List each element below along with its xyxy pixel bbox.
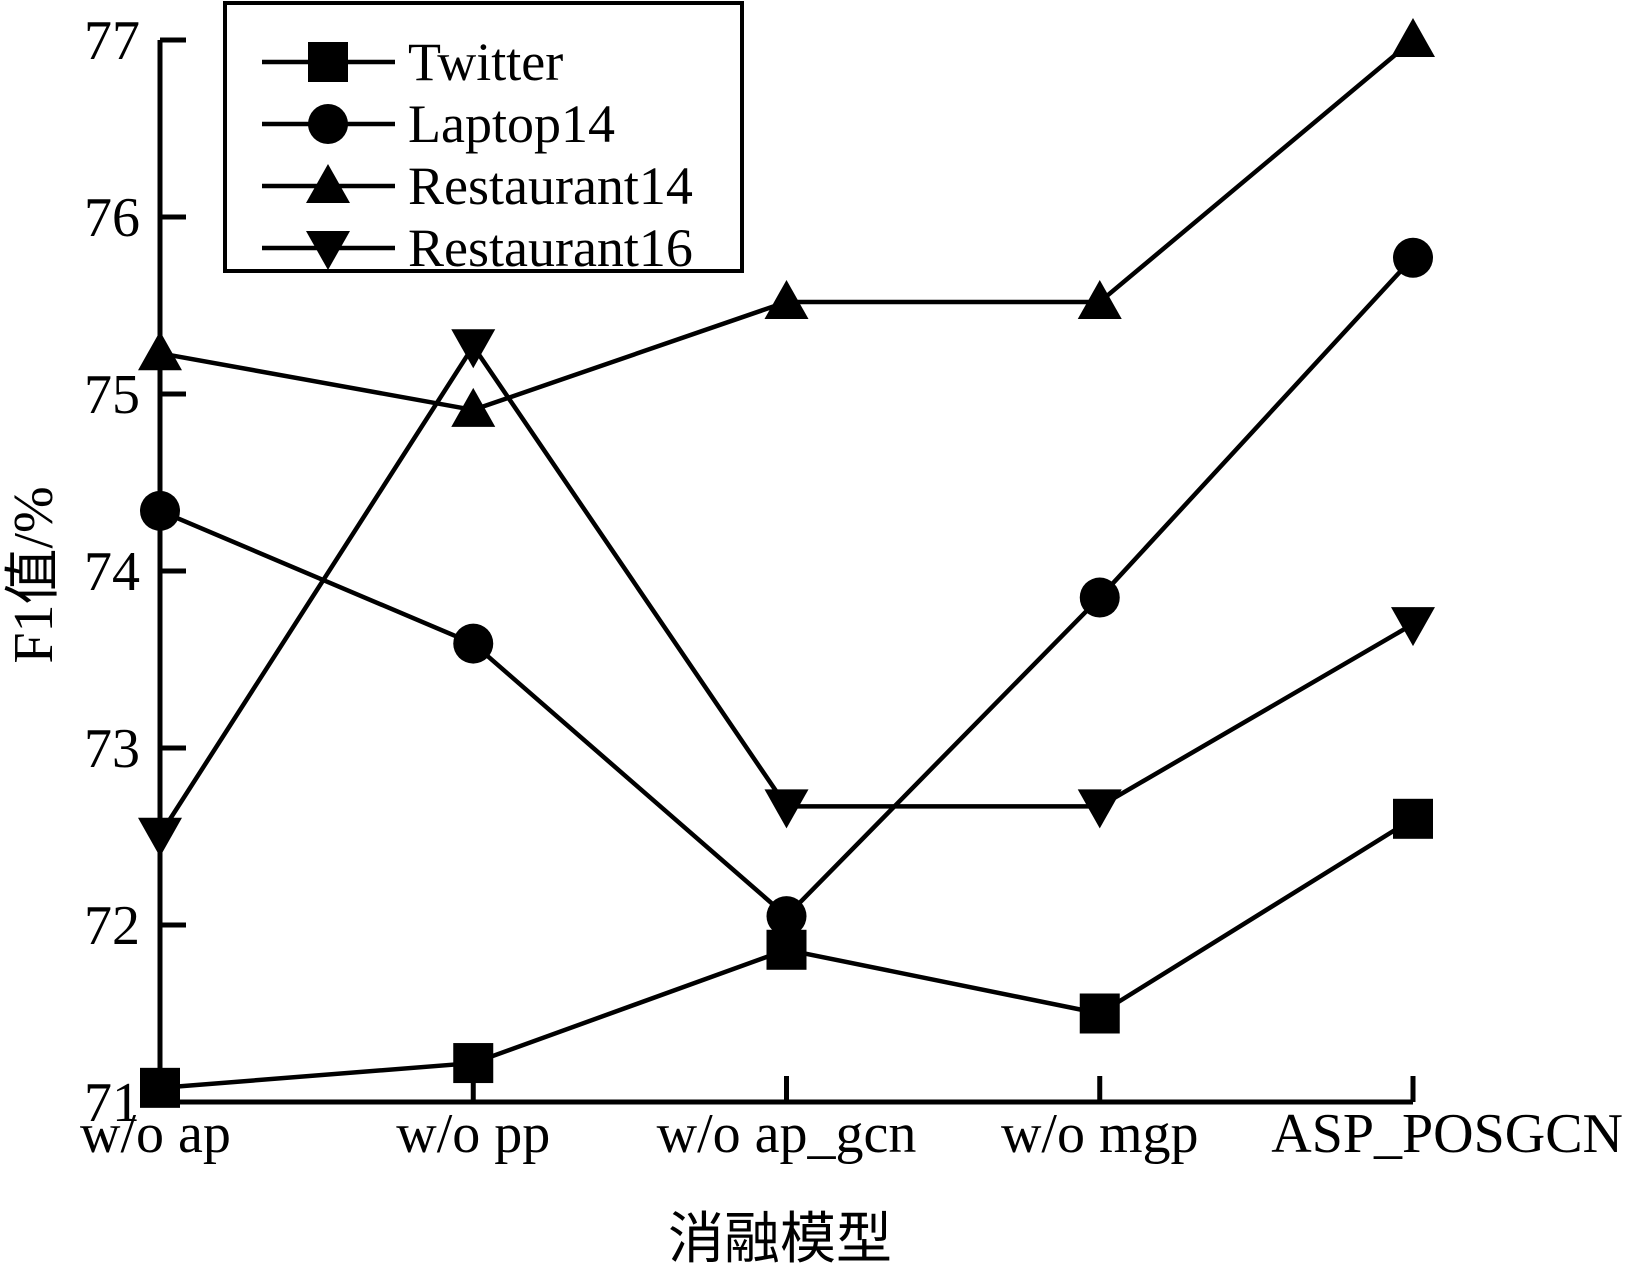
series-laptop14 [140,237,1433,937]
legend-label: Restaurant16 [408,218,693,278]
data-point [1391,18,1435,57]
series-restaurant16 [138,329,1435,857]
x-tick-label: w/o mgp [1001,1103,1199,1165]
data-point [140,1067,180,1108]
data-point [1079,993,1120,1034]
series-twitter [140,798,1433,1108]
data-point [1077,789,1122,829]
data-point [1393,798,1433,839]
data-point [766,929,807,970]
legend-item-laptop14: Laptop14 [262,94,615,154]
legend-label: Twitter [408,32,563,92]
x-tick-label: ASP_POSGCN [1271,1103,1623,1165]
data-point [1079,577,1120,618]
y-tick-label: 76 [84,187,140,249]
y-axis-title: F1值/% [3,486,65,663]
data-point [451,329,496,369]
x-tick-label: w/o ap_gcn [657,1103,917,1165]
y-tick-label: 74 [84,541,140,603]
x-axis-title: 消融模型 [668,1209,892,1271]
series-restaurant14 [138,18,1435,427]
y-tick-label: 72 [84,895,140,957]
x-tick-label: w/o pp [396,1103,550,1165]
chart-series [138,18,1435,1108]
legend-item-restaurant14: Restaurant14 [262,156,693,216]
x-tick-label: w/o ap [80,1103,231,1165]
data-point [140,490,180,531]
data-point [1077,279,1122,319]
data-point [451,387,496,427]
legend-marker [306,231,350,270]
data-point [453,623,494,664]
legend-marker [308,104,348,144]
data-point [1391,607,1435,647]
y-tick-label: 77 [84,10,140,72]
y-tick-label: 73 [84,718,140,780]
data-point [453,1043,494,1084]
data-point [138,817,182,857]
legend-label: Restaurant14 [408,156,693,216]
legend-item-twitter: Twitter [262,32,563,92]
legend-item-restaurant16: Restaurant16 [262,218,693,278]
data-point [138,331,182,371]
data-point [764,789,809,829]
data-point [766,896,807,937]
legend-marker [308,42,348,82]
y-tick-label: 75 [84,364,140,426]
chart-axes: 71 72 73 74 75 76 77 w/o ap w/o pp w/o ap_gcn w/o … [3,10,1623,1271]
data-point [1393,237,1433,278]
legend-marker [306,164,350,203]
legend-label: Laptop14 [408,94,615,154]
data-point [764,279,809,319]
y-tick-label: 71 [84,1072,140,1134]
